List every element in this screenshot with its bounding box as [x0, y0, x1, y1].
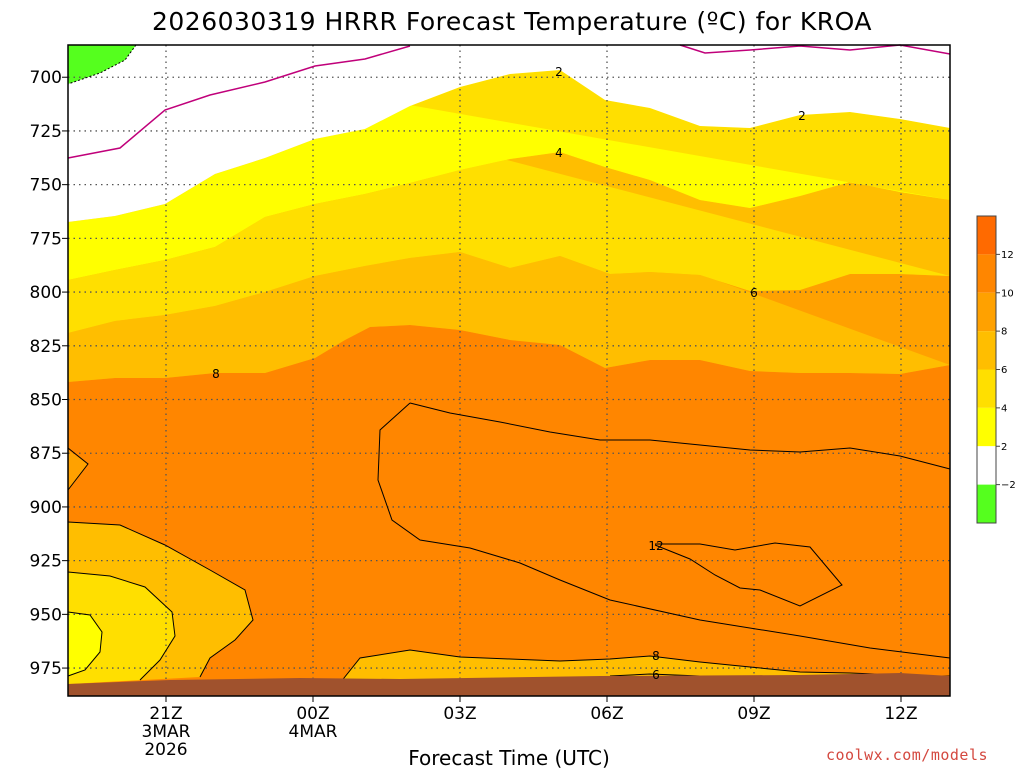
- y-tick-label: 700: [30, 68, 62, 88]
- isotherm-near-ground-a: [339, 649, 951, 684]
- contour-label: 2: [555, 65, 563, 79]
- isotherm-minus2-upper: [67, 45, 411, 159]
- y-tick-label: 725: [30, 122, 62, 142]
- contour-label: 6: [750, 286, 758, 300]
- contour-label: 4: [555, 146, 563, 160]
- x-tick-label: 00Z: [296, 704, 329, 724]
- isotherm-low-left-c: [67, 611, 103, 677]
- contour-labels: 2 2 4 6 8 12 8 6: [212, 65, 806, 682]
- isotherm-12-left: [67, 447, 89, 491]
- colorbar-swatch: [977, 331, 996, 370]
- isotherm-12-max: [654, 542, 843, 607]
- y-tick-label: 800: [30, 283, 62, 303]
- colorbar-swatch: [977, 407, 996, 447]
- colorbar-swatch: [977, 484, 996, 523]
- isotherm-low-left-b: [67, 571, 176, 681]
- colorbar-label: 4: [1001, 403, 1007, 414]
- colorbar-swatch: [977, 292, 996, 332]
- y-tick-label: 900: [30, 498, 62, 518]
- colorbar-swatch: [977, 446, 996, 485]
- plot-area: [68, 45, 950, 696]
- y-axis: 700 725 750 775 800 825 850 875 900 925 950 975: [30, 68, 68, 679]
- chart-title: 2026030319 HRRR Forecast Temperature (ºC…: [152, 7, 872, 36]
- band-minus2-02: [68, 45, 950, 222]
- x-tick-label: 3MAR: [142, 722, 191, 742]
- x-tick-label: 2026: [144, 740, 187, 760]
- x-axis-label: Forecast Time (UTC): [408, 746, 610, 768]
- isotherm-minus2-corner: [67, 44, 137, 85]
- contour-label: 6: [652, 668, 660, 682]
- colorbar-label: 8: [1001, 327, 1007, 338]
- band-low-left-02-04: [68, 612, 102, 676]
- colorbar-label: 2: [1001, 442, 1007, 453]
- band-below-minus2: [68, 45, 136, 84]
- x-tick-label: 03Z: [443, 704, 476, 724]
- colorbar-swatch: [977, 369, 996, 408]
- x-tick-label: 06Z: [590, 704, 623, 724]
- colorbar-label: −2: [1001, 480, 1016, 491]
- colorbar-swatch: [977, 216, 996, 255]
- isotherm-low-left-a: [67, 521, 254, 678]
- y-tick-label: 950: [30, 605, 62, 625]
- colorbar-swatch: [977, 254, 996, 293]
- x-tick-label: 09Z: [737, 704, 770, 724]
- credit-text: coolwx.com/models: [826, 746, 989, 764]
- y-tick-label: 875: [30, 444, 62, 464]
- y-tick-label: 750: [30, 176, 62, 196]
- contour-label: 12: [648, 539, 663, 553]
- x-tick-label: 21Z: [149, 704, 182, 724]
- colorbar-label: 12: [1001, 250, 1014, 261]
- colorbar-label: 6: [1001, 365, 1007, 376]
- grid: [68, 45, 950, 696]
- terrain-ground: [68, 673, 950, 696]
- contour-label: 2: [798, 109, 806, 123]
- colorbar: 12 10 8 6 4 2 −2: [976, 215, 1016, 524]
- y-tick-label: 775: [30, 229, 62, 249]
- y-tick-label: 825: [30, 337, 62, 357]
- y-tick-label: 850: [30, 391, 62, 411]
- y-tick-label: 925: [30, 552, 62, 572]
- isotherm-10-center: [377, 402, 951, 659]
- contour-label: 8: [652, 649, 660, 663]
- x-tick-label: 4MAR: [289, 722, 338, 742]
- contour-label: 8: [212, 367, 220, 381]
- x-tick-label: 12Z: [884, 704, 917, 724]
- y-tick-label: 975: [30, 659, 62, 679]
- colorbar-label: 10: [1001, 288, 1014, 299]
- plot-frame: [67, 44, 951, 697]
- isotherm-10-top: [409, 402, 951, 470]
